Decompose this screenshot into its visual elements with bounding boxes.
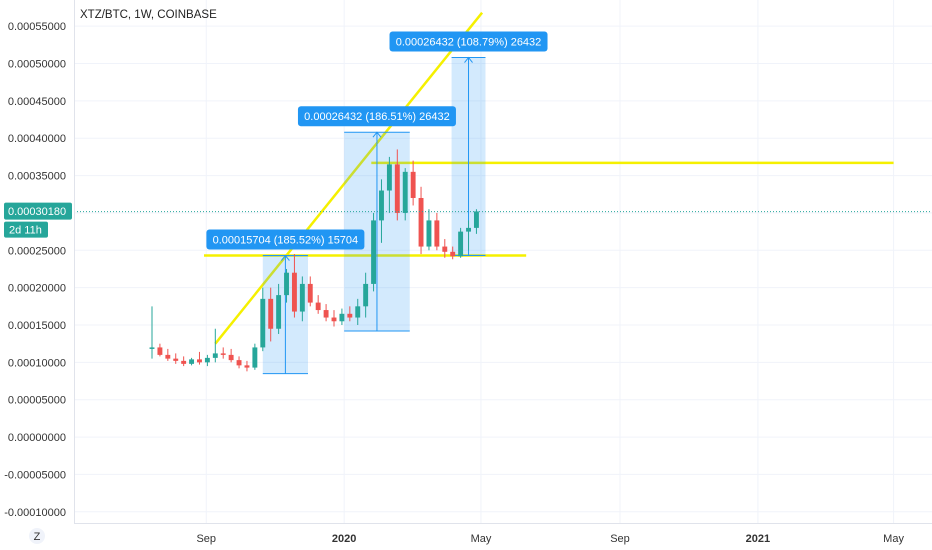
drawing-overlays: 0.00015704 (185.52%) 15704 0.00026432 (18… [206, 31, 548, 250]
candle-body [307, 283, 313, 303]
candle-body [299, 283, 305, 312]
candle-body [323, 310, 329, 318]
candle-body [355, 306, 361, 318]
candle-body [426, 220, 432, 247]
candle-body [371, 220, 377, 284]
measurement-label: 0.00015704 (185.52%) 15704 [213, 235, 359, 247]
candle-body [189, 359, 195, 364]
x-tick-label: Sep [610, 533, 630, 545]
current-price-label: 0.00030180 [8, 206, 66, 218]
candle-body [434, 220, 440, 247]
candle-body [442, 246, 448, 252]
x-tick-label: May [883, 533, 904, 545]
candle-body [394, 164, 400, 213]
x-tick-label: 2020 [332, 533, 356, 545]
candle-body [244, 365, 250, 368]
timezone-button[interactable]: Z [29, 528, 45, 544]
y-tick-label: 0.00050000 [8, 59, 66, 71]
measurement-arrow [372, 131, 382, 138]
candle-body [379, 190, 384, 221]
bar-countdown-label: 2d 11h [9, 225, 42, 237]
y-tick-label: -0.00005000 [4, 469, 66, 481]
candle-body [181, 360, 187, 364]
candle-body [339, 313, 345, 322]
candle-body [157, 347, 163, 355]
candle-body [363, 283, 369, 307]
y-tick-label: 0.00000000 [8, 432, 66, 444]
candle-body [450, 251, 456, 257]
candle-body [204, 357, 210, 363]
candle-body [197, 359, 202, 363]
y-tick-label: 0.00055000 [8, 21, 66, 33]
y-tick-label: 0.00035000 [8, 171, 66, 183]
candle-body [220, 353, 226, 355]
candle-body [228, 354, 234, 361]
candle-body [418, 197, 424, 247]
measurement-arrow [281, 254, 290, 261]
trend-line [214, 11, 484, 345]
candle-body [165, 354, 171, 359]
candle-body [410, 171, 416, 198]
candle-body [284, 272, 289, 296]
x-tick-label: 2021 [746, 533, 770, 545]
current-price-badge: 0.00030180 2d 11h [4, 202, 72, 238]
candle-body [466, 227, 471, 232]
x-tick-label: Sep [196, 533, 216, 545]
y-tick-label: 0.00045000 [8, 96, 66, 108]
x-tick-label: May [471, 533, 492, 545]
candle-body [276, 295, 282, 329]
y-tick-label: 0.00020000 [8, 283, 66, 295]
axes: 0.00055000 0.00050000 0.00045000 0.00040000… [4, 0, 932, 545]
grid-lines [74, 0, 932, 523]
logo-letter[interactable]: Z [34, 531, 41, 543]
current-price-badge-bg [4, 202, 72, 220]
timezone-button-bg[interactable] [29, 528, 45, 544]
y-tick-label: 0.00005000 [8, 395, 66, 407]
candle-body [149, 347, 155, 349]
candle-body [458, 231, 464, 257]
candle-body [252, 347, 258, 368]
measurement-label-bg [206, 229, 365, 250]
measurement-label: 0.00026432 (108.79%) 26432 [396, 37, 542, 49]
y-tick-label: 0.00015000 [8, 320, 66, 332]
candle-body [386, 164, 392, 191]
candle-body [347, 313, 353, 318]
candle-body [268, 298, 274, 329]
candle-body [402, 171, 408, 213]
candle-body [473, 211, 479, 228]
y-tick-label: 0.00025000 [8, 245, 66, 257]
candle-body [173, 358, 179, 361]
measurement-arrow [464, 56, 473, 63]
candle-body [260, 298, 266, 348]
candle-body [236, 360, 242, 366]
y-tick-label: 0.00010000 [8, 357, 66, 369]
bar-countdown-badge-bg [4, 221, 48, 238]
y-tick-label: -0.00010000 [4, 507, 66, 519]
y-tick-label: 0.00040000 [8, 133, 66, 145]
measurement-label: 0.00026432 (186.51%) 26432 [304, 111, 450, 123]
candles [149, 149, 479, 372]
chart-title: XTZ/BTC, 1W, COINBASE [80, 9, 217, 21]
measurement-label-bg [389, 31, 548, 52]
candle-body [315, 302, 321, 311]
candle-body [291, 272, 297, 312]
candle-body [331, 317, 337, 322]
measurement-label-bg [297, 106, 456, 127]
candle-body [212, 353, 218, 358]
